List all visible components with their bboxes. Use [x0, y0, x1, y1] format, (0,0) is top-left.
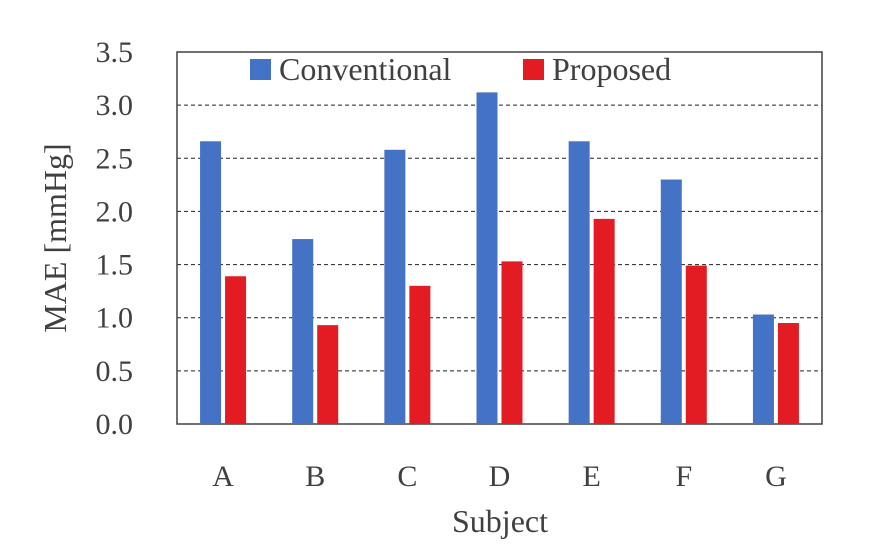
bar-proposed-c — [409, 285, 431, 424]
y-tick-label: 0.0 — [96, 408, 134, 441]
x-tick-label: B — [305, 460, 325, 493]
plot-area-frame — [176, 51, 823, 425]
bar-conventional-a — [200, 141, 222, 424]
y-axis-ticks: 0.0 0.5 1.0 1.5 2.0 2.5 3.0 3.5 — [96, 36, 134, 441]
gridlines — [177, 104, 822, 372]
bar-conventional-c — [384, 149, 406, 425]
y-tick-label: 3.5 — [96, 36, 134, 69]
x-axis-title: Subject — [452, 503, 548, 539]
legend-label-conventional: Conventional — [279, 51, 452, 87]
x-tick-label: F — [675, 460, 692, 493]
bar-proposed-a — [225, 276, 247, 424]
legend-label-proposed: Proposed — [552, 51, 671, 87]
x-tick-label: D — [489, 460, 511, 493]
x-tick-label: A — [212, 460, 234, 493]
bar-proposed-b — [317, 325, 339, 424]
x-tick-label: G — [765, 460, 787, 493]
bar-conventional-g — [752, 314, 774, 424]
bar-proposed-g — [777, 323, 799, 424]
x-tick-label: C — [397, 460, 417, 493]
x-axis-ticks: A B C D E F G — [212, 460, 787, 493]
bar-proposed-e — [593, 218, 615, 424]
y-tick-label: 1.0 — [96, 302, 134, 335]
bar-conventional-d — [476, 92, 498, 424]
y-axis-title: MAE [mmHg] — [37, 143, 73, 332]
x-tick-label: E — [582, 460, 600, 493]
y-tick-label: 0.5 — [96, 355, 134, 388]
y-tick-label: 2.5 — [96, 142, 134, 175]
legend: Conventional Proposed — [250, 51, 671, 87]
y-tick-label: 2.0 — [96, 195, 134, 228]
bars — [200, 92, 799, 425]
bar-conventional-b — [292, 239, 314, 424]
y-tick-label: 1.5 — [96, 249, 134, 282]
bar-conventional-f — [660, 179, 682, 424]
bar-proposed-d — [501, 261, 523, 424]
legend-swatch-proposed — [523, 59, 544, 80]
y-tick-label: 3.0 — [96, 89, 134, 122]
bar-conventional-e — [568, 141, 590, 424]
bar-proposed-f — [685, 265, 707, 424]
legend-swatch-conventional — [250, 59, 271, 80]
